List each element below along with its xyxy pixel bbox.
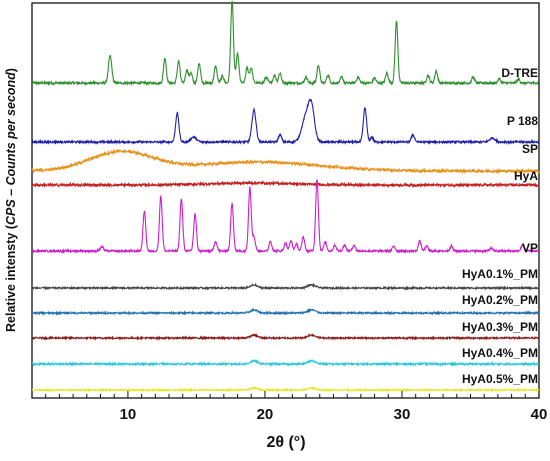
x-axis-ticks: 10 20 30 40 — [31, 391, 548, 423]
series-label-d-tre: D-TRE — [501, 66, 538, 80]
series-line-p-188 — [31, 98, 540, 146]
series-label-hya: HyA — [514, 169, 538, 183]
series-line-hya0-5-pm — [31, 385, 540, 393]
series-layer — [31, 0, 540, 393]
series-label-hya0-3-pm: HyA0.3%_PM — [462, 320, 538, 334]
x-tick-label: 10 — [120, 406, 137, 423]
series-line-sp — [31, 148, 540, 175]
series-label-p-188: P 188 — [507, 114, 538, 128]
series-label-vp: VP — [522, 241, 538, 255]
series-label-hya0-5-pm: HyA0.5%_PM — [462, 372, 538, 386]
series-line-hya0-1-pm — [31, 282, 540, 291]
series-label-layer: D-TRE P 188 SP HyA VP HyA0.1%_PM HyA0.2%_PM HyA… — [462, 66, 538, 386]
series-line-hya0-4-pm — [31, 358, 540, 368]
series-label-hya0-1-pm: HyA0.1%_PM — [462, 267, 538, 281]
series-label-sp: SP — [522, 142, 538, 156]
y-axis-title-suffix: ) — [4, 68, 18, 72]
x-tick-label: 30 — [394, 406, 411, 423]
x-axis-title: 2θ (°) — [266, 434, 305, 451]
series-label-hya0-4-pm: HyA0.4%_PM — [462, 346, 538, 360]
series-line-hya0-2-pm — [31, 307, 540, 316]
y-axis-title: Relative intensty (CPS – Counts per seco… — [4, 68, 18, 332]
plot-frame — [31, 2, 540, 399]
x-tick-label: 40 — [531, 406, 548, 423]
series-line-vp — [31, 179, 540, 255]
series-line-hya0-3-pm — [31, 333, 540, 341]
y-axis-title-italic: CPS – Counts per second — [4, 72, 18, 225]
series-line-hya — [31, 179, 540, 189]
series-label-hya0-2-pm: HyA0.2%_PM — [462, 293, 538, 307]
x-tick-label: 20 — [257, 406, 274, 423]
series-line-d-tre — [31, 0, 540, 87]
y-axis-title-prefix: Relative intensty ( — [4, 224, 18, 332]
